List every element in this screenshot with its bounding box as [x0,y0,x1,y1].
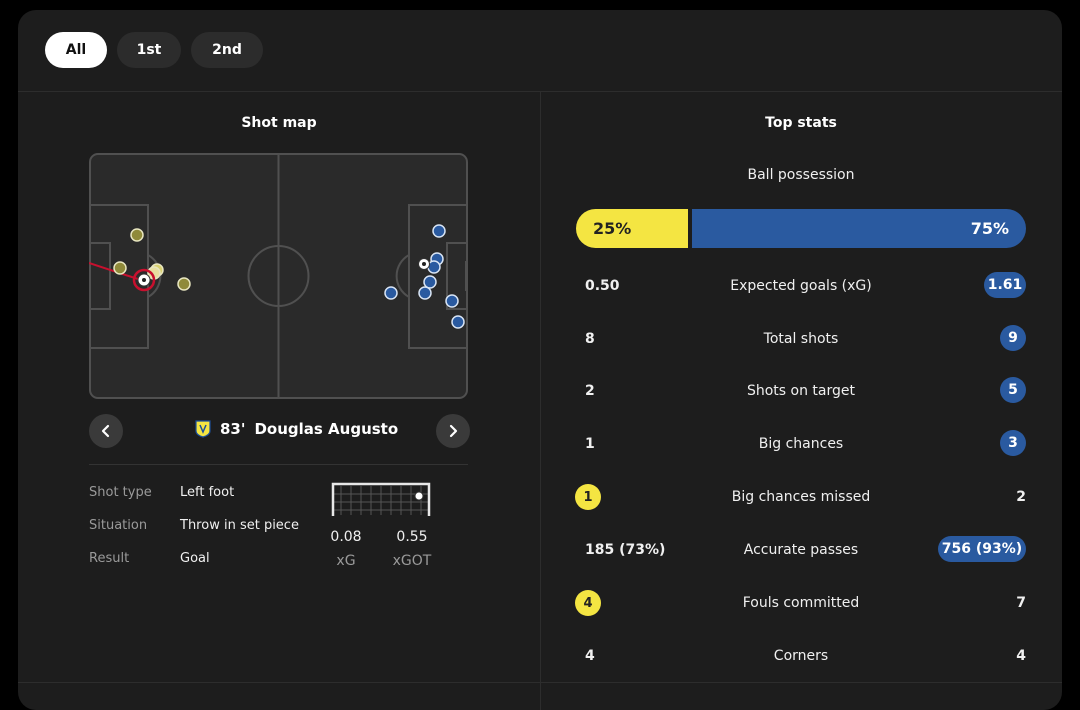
stat-label: Expected goals (xG) [730,278,872,294]
shot-marker [451,315,465,329]
chevron-left-icon [101,424,110,438]
stat-home-value: 4 [575,590,601,616]
stat-home-value: 2 [585,383,595,399]
stat-home-value: 0.50 [585,278,620,294]
shot-marker [445,294,459,308]
stat-home-value: 4 [585,648,595,664]
xgot-value: 0.55 [396,529,428,545]
match-stats-card: All 1st 2nd Shot map [18,10,1062,710]
tab-1st[interactable]: 1st [117,32,181,68]
shot-marker [113,261,127,275]
xg-value: 0.08 [330,529,362,545]
shot-player: Douglas Augusto [254,420,399,438]
team-crest-icon [195,420,211,438]
situation-label: Situation [89,518,148,533]
shot-marker [423,275,437,289]
shot-type-value: Left foot [180,485,235,500]
stat-away-value: 4 [1016,648,1026,664]
stat-away-value: 2 [1016,489,1026,505]
previous-shot-button[interactable] [89,414,123,448]
stat-away-value: 756 (93%) [938,536,1026,562]
goal-frame-graphic [331,482,431,516]
stat-home-value: 1 [585,436,595,452]
possession-label: Ball possession [747,167,855,183]
stat-away-value: 5 [1000,377,1026,403]
shot-minute: 83' [220,420,246,438]
result-label: Result [89,551,130,566]
possession-home-bar: 25% [576,209,688,248]
stat-label: Total shots [763,331,839,347]
xgot-label: xGOT [392,553,432,569]
stat-label: Shots on target [746,383,855,399]
divider [89,464,468,465]
stat-home-value: 8 [585,331,595,347]
chevron-right-icon [449,424,458,438]
next-shot-button[interactable] [436,414,470,448]
shot-marker [432,224,446,238]
period-tabs: All 1st 2nd [45,32,263,68]
stat-label: Accurate passes [743,542,859,558]
selected-shot: 83' Douglas Augusto [195,420,398,438]
shot-marker [418,286,432,300]
result-value: Goal [180,551,210,566]
xg-label: xG [336,553,356,569]
stat-away-value: 9 [1000,325,1026,351]
possession-away-bar: 75% [692,209,1026,248]
tab-all[interactable]: All [45,32,107,68]
shot-marker [177,277,191,291]
home-shots [113,228,191,291]
selected-goal-marker [132,268,156,292]
ball-position-marker [414,491,424,501]
tab-2nd[interactable]: 2nd [191,32,263,68]
away-goal-marker [418,258,430,270]
stat-label: Fouls committed [742,595,860,611]
shot-type-label: Shot type [89,485,152,500]
shot-map-pitch[interactable] [89,153,468,399]
top-stats-title: Top stats [765,115,837,131]
stat-home-value: 1 [575,484,601,510]
situation-value: Throw in set piece [180,518,299,533]
stat-away-value: 3 [1000,430,1026,456]
stat-label: Big chances missed [731,489,871,505]
shot-map-title: Shot map [241,115,317,131]
stat-away-value: 1.61 [984,272,1026,298]
stat-away-value: 7 [1016,595,1026,611]
stat-home-value: 185 (73%) [585,542,666,558]
divider [540,91,541,710]
divider [18,682,1062,683]
shot-marker [384,286,398,300]
shot-marker [130,228,144,242]
stat-label: Corners [773,648,829,664]
stat-label: Big chances [758,436,844,452]
